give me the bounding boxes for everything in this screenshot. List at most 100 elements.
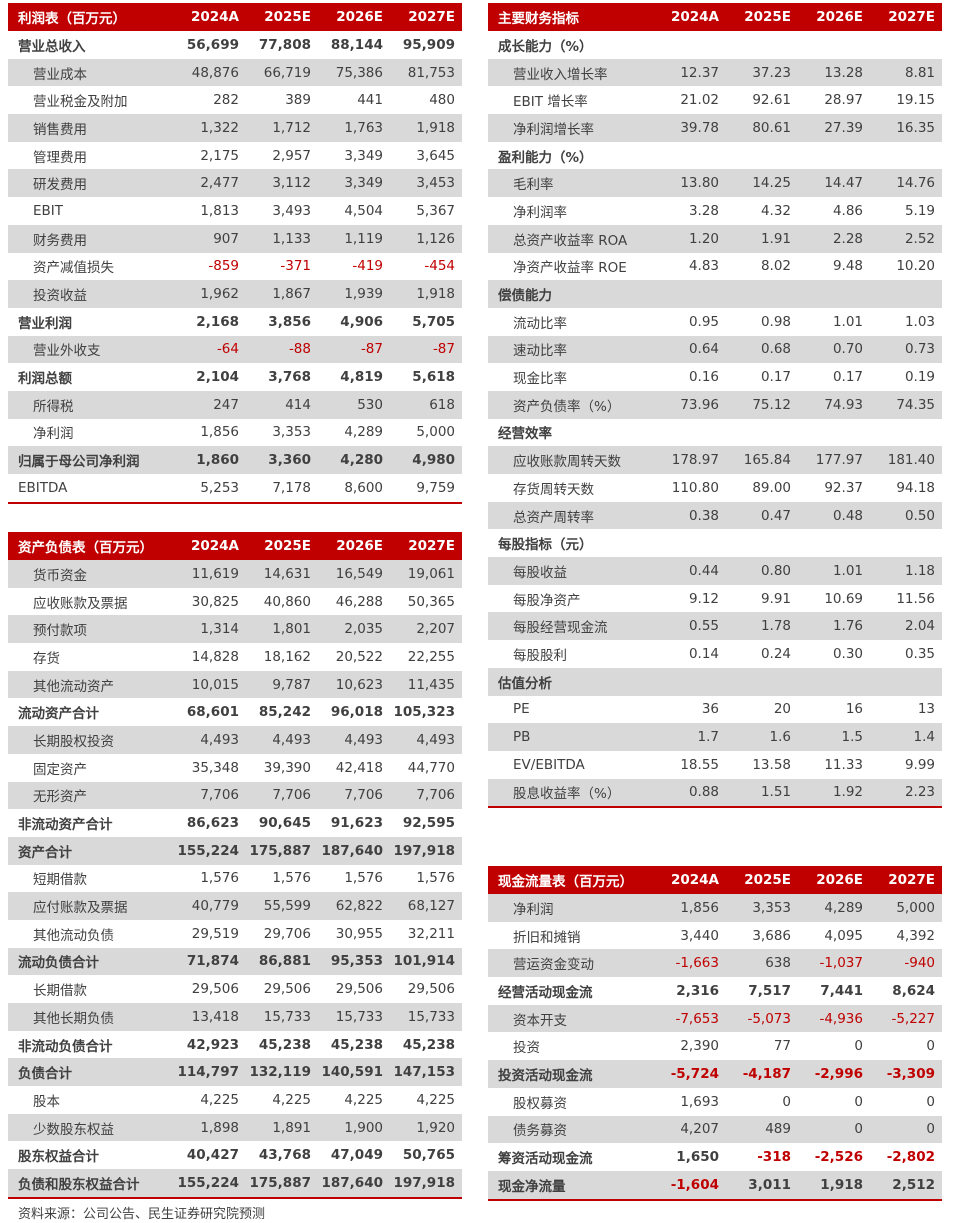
cell-value: -5,073	[747, 1010, 791, 1027]
cell-value: 19,061	[407, 565, 455, 582]
table-row: 净利润 1,856 3,353 4,289 5,000	[8, 419, 462, 447]
table-row: 净利润增长率 39.78 80.61 27.39 16.35	[488, 114, 942, 142]
cell-value: -87	[432, 341, 455, 358]
cell-value: -1,604	[670, 1176, 719, 1193]
column-header: 2026E	[336, 9, 383, 25]
table-row: 其他长期负债 13,418 15,733 15,733 15,733	[8, 1003, 462, 1031]
cell-value: 4.83	[688, 258, 719, 275]
cell-value: 7,706	[272, 787, 311, 804]
row-label: 资产负债率（%）	[513, 398, 621, 415]
row-label: 无形资产	[33, 789, 87, 806]
row-label: 研发费用	[33, 177, 87, 194]
table-row: 非流动资产合计 86,623 90,645 91,623 92,595	[8, 809, 462, 837]
cell-value: 105,323	[393, 704, 456, 721]
row-label: 存货	[33, 650, 60, 667]
cell-value: 1.92	[832, 784, 863, 801]
table-row: EV/EBITDA 18.55 13.58 11.33 9.99	[488, 751, 942, 779]
cell-value: 197,918	[393, 842, 456, 859]
table-row: 营业收入增长率 12.37 37.23 13.28 8.81	[488, 58, 942, 87]
cell-value: 5,618	[412, 369, 455, 386]
cell-value: 3,856	[268, 313, 311, 330]
row-label: 盈利能力（%）	[498, 149, 593, 166]
table-row: 营业成本 48,876 66,719 75,386 81,753	[8, 58, 462, 87]
row-label: 经营活动现金流	[498, 984, 593, 1001]
cell-value: 0.30	[832, 645, 863, 662]
cell-value: 2.04	[904, 618, 935, 635]
cell-value: 8,624	[892, 982, 935, 999]
cell-value: 1,939	[344, 286, 383, 303]
cell-value: 4,225	[200, 1091, 239, 1108]
row-label: 营业收入增长率	[513, 66, 608, 83]
cell-value: 13	[917, 701, 935, 718]
cell-value: 3,768	[268, 369, 311, 386]
table-row: 流动资产合计 68,601 85,242 96,018 105,323	[8, 698, 462, 726]
cell-value: 101,914	[393, 953, 456, 970]
cell-value: -7,653	[675, 1010, 719, 1027]
cell-value: 14,828	[191, 648, 239, 665]
cell-value: 907	[213, 230, 239, 247]
cell-value: 96,018	[330, 704, 383, 721]
cell-value: 73.96	[680, 396, 719, 413]
row-label: 净资产收益率 ROE	[513, 260, 627, 277]
table-row: 每股指标（元）	[488, 529, 942, 557]
cell-value: 2,390	[680, 1038, 719, 1055]
cell-value: 4,493	[200, 731, 239, 748]
cell-value: 155,224	[177, 1174, 240, 1191]
cell-value: 4,225	[272, 1091, 311, 1108]
cell-value: 0.50	[904, 507, 935, 524]
table-row: 经营活动现金流 2,316 7,517 7,441 8,624	[488, 977, 942, 1005]
cell-value: -5,724	[670, 1065, 719, 1082]
table-row: 销售费用 1,322 1,712 1,763 1,918	[8, 114, 462, 142]
cell-value: 1,918	[416, 119, 455, 136]
table-row: 其他流动资产 10,015 9,787 10,623 11,435	[8, 670, 462, 699]
cell-value: -4,187	[742, 1065, 791, 1082]
cell-value: 9.48	[832, 258, 863, 275]
cell-value: 3,349	[344, 175, 383, 192]
table-row: 存货 14,828 18,162 20,522 22,255	[8, 643, 462, 671]
row-label: 资产减值损失	[33, 260, 114, 277]
cell-value: 13.80	[680, 175, 719, 192]
cell-value: 0.48	[832, 507, 863, 524]
cell-value: 14.25	[752, 175, 791, 192]
row-label: 负债和股东权益合计	[18, 1176, 140, 1193]
cell-value: -940	[904, 955, 935, 972]
cell-value: 0.44	[688, 562, 719, 579]
row-label: 毛利率	[513, 177, 554, 194]
cell-value: 36	[701, 701, 719, 718]
cell-value: 13,418	[191, 1008, 239, 1025]
cell-value: 10.20	[896, 258, 935, 275]
cell-value: 1.01	[832, 313, 863, 330]
cell-value: 14,631	[263, 565, 311, 582]
cell-value: 18.55	[680, 756, 719, 773]
row-label: 债务募资	[513, 1123, 567, 1140]
table-row: 资本开支 -7,653 -5,073 -4,936 -5,227	[488, 1004, 942, 1033]
column-header: 2024A	[190, 9, 239, 25]
cell-value: 0.17	[832, 369, 863, 386]
table-row: 成长能力（%）	[488, 31, 942, 59]
cell-value: 3,645	[416, 147, 455, 164]
cell-value: 46,288	[335, 593, 383, 610]
cell-value: 441	[357, 92, 383, 109]
row-label: 每股净资产	[513, 592, 581, 609]
table-row: 债务募资 4,207 489 0 0	[488, 1115, 942, 1144]
table-header: 利润表（百万元） 2024A 2025E 2026E 2027E	[8, 3, 462, 31]
table-row: 股本 4,225 4,225 4,225 4,225	[8, 1086, 462, 1114]
cell-value: 29,506	[407, 981, 455, 998]
table-row: 折旧和摊销 3,440 3,686 4,095 4,392	[488, 922, 942, 950]
cell-value: 15,733	[407, 1008, 455, 1025]
cell-value: 3,440	[680, 927, 719, 944]
row-label: PB	[513, 729, 531, 746]
table-row: 应收账款周转天数 178.97 165.84 177.97 181.40	[488, 446, 942, 474]
table-row: 应付账款及票据 40,779 55,599 62,822 68,127	[8, 892, 462, 920]
row-label: 应付账款及票据	[33, 900, 128, 917]
cell-value: 1,867	[272, 286, 311, 303]
cell-value: 11.33	[824, 756, 863, 773]
table-row: 盈利能力（%）	[488, 142, 942, 170]
table-row: 偿债能力	[488, 280, 942, 308]
cell-value: 1,576	[416, 870, 455, 887]
row-label: 营业外收支	[33, 343, 101, 360]
row-label: 每股股利	[513, 647, 567, 664]
cell-value: 4,225	[344, 1091, 383, 1108]
cell-value: 10,015	[191, 676, 239, 693]
cell-value: 10.69	[824, 590, 863, 607]
